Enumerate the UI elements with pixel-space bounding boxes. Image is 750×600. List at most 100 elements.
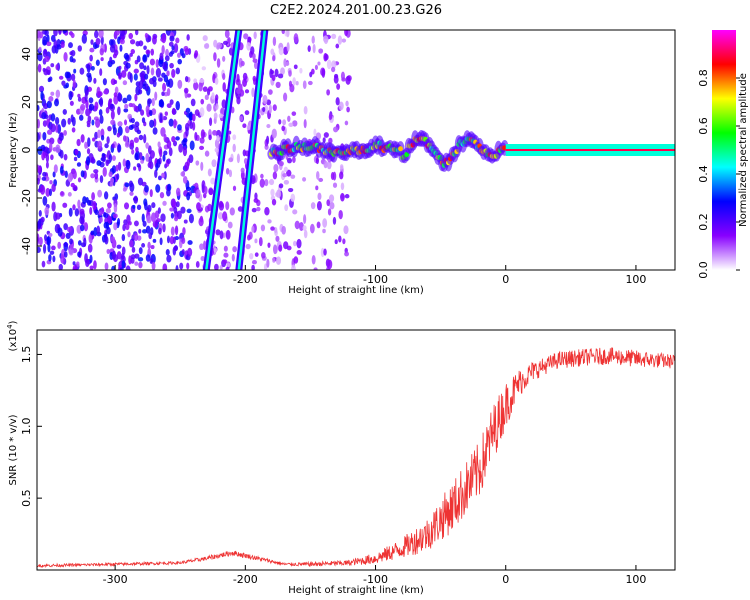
spectrogram-noise-speck xyxy=(318,48,324,54)
spectrogram-noise-speck xyxy=(307,45,311,52)
spectrogram-noise-speck xyxy=(126,94,132,102)
spectrogram-noise-speck xyxy=(79,208,85,215)
spectrogram-noise-speck xyxy=(67,117,71,125)
spectrogram-noise-speck xyxy=(175,201,180,208)
spectrogram-noise-speck xyxy=(251,264,255,270)
spectrogram-noise-speck xyxy=(49,180,53,185)
spectrogram-noise-speck xyxy=(162,82,167,92)
spectrogram-noise-speck xyxy=(161,91,165,97)
spectrogram-noise-speck xyxy=(52,171,56,178)
spectrogram-noise-speck xyxy=(121,252,125,260)
spectrogram-noise-speck xyxy=(344,251,349,257)
spectrogram-noise-speck xyxy=(309,223,315,234)
spectrogram-noise-speck xyxy=(263,263,268,270)
spectrogram-noise-speck xyxy=(163,133,167,143)
spectrogram-noise-speck xyxy=(158,227,162,235)
spectrogram-noise-speck xyxy=(184,47,190,56)
spectrogram-noise-speck xyxy=(42,195,48,206)
spectrogram-noise-speck xyxy=(283,166,288,172)
spectrogram-noise-speck xyxy=(212,130,218,136)
spectrogram-noise-speck xyxy=(108,171,113,178)
spectrogram-noise-speck xyxy=(213,52,217,62)
spectrogram-noise-speck xyxy=(117,106,121,116)
spectrogram-noise-speck xyxy=(109,56,113,63)
spectrogram-noise-speck xyxy=(107,125,112,132)
spectrogram-noise-speck xyxy=(173,206,178,214)
spectrogram-noise-speck xyxy=(102,166,107,177)
spectrogram-noise-speck xyxy=(283,179,290,185)
spectrogram-noise-speck xyxy=(227,37,231,44)
spectrogram-noise-speck xyxy=(121,70,127,78)
spectrogram-noise-speck xyxy=(214,138,220,149)
spectrogram-noise-speck xyxy=(147,241,151,249)
spectrogram-noise-speck xyxy=(281,30,285,35)
spectrogram-noise-speck xyxy=(166,140,172,149)
spectrogram-noise-speck xyxy=(163,171,167,180)
spectrogram-noise-speck xyxy=(194,109,200,116)
spectrogram-noise-speck xyxy=(296,238,302,249)
colorbar-ticks: 0.0 0.2 0.4 0.6 0.8 xyxy=(697,69,740,279)
spectrogram-noise-speck xyxy=(42,131,47,141)
spectrogram-noise-speck xyxy=(311,35,315,44)
y-tick-label: -40 xyxy=(20,237,33,255)
spectrogram-noise-speck xyxy=(72,261,76,266)
spectrogram-noise-speck xyxy=(252,58,258,63)
spectrogram-noise-speck xyxy=(103,191,109,200)
spectrogram-noise-speck xyxy=(142,220,147,227)
spectrogram-noise-speck xyxy=(115,30,120,36)
spectrogram-noise-speck xyxy=(166,254,172,263)
spectrogram-noise-speck xyxy=(232,134,237,141)
spectrogram-noise-speck xyxy=(81,33,87,44)
spectrogram-noise-speck xyxy=(158,57,164,68)
x-tick-label: -200 xyxy=(233,273,258,286)
spectrogram-noise-speck xyxy=(195,261,200,268)
spectrogram-heat-layer xyxy=(37,30,675,270)
spectrogram-noise-speck xyxy=(177,58,183,65)
spectrogram-noise-speck xyxy=(322,137,326,143)
spectrogram-noise-speck xyxy=(41,111,47,120)
spectrogram-noise-speck xyxy=(133,73,138,81)
spectrogram-noise-speck xyxy=(186,208,192,214)
spectrogram-noise-speck xyxy=(251,259,257,265)
spectrogram-noise-speck xyxy=(137,177,144,186)
spectrogram-noise-speck xyxy=(72,79,76,89)
spectrogram-noise-speck xyxy=(143,65,147,71)
spectrogram-noise-speck xyxy=(302,225,307,232)
spectrogram-noise-speck xyxy=(316,201,322,211)
spectrogram-noise-speck xyxy=(97,140,103,149)
spectrogram-noise-speck xyxy=(134,261,139,266)
spectrogram-noise-speck xyxy=(273,163,279,173)
spectrogram-noise-speck xyxy=(272,257,276,263)
spectrogram-noise-speck xyxy=(51,245,56,251)
colorbar-tick-label: 0.8 xyxy=(697,69,710,87)
snr-y-scale-label: (x104) xyxy=(6,320,19,351)
spectrogram-noise-speck xyxy=(182,227,186,236)
spectrogram-noise-speck xyxy=(161,72,166,78)
spectrogram-noise-speck xyxy=(268,104,272,114)
spectrogram-noise-speck xyxy=(188,154,194,164)
spectrogram-noise-speck xyxy=(58,30,62,35)
spectrogram-noise-speck xyxy=(302,177,307,182)
spectrogram-noise-speck xyxy=(202,86,208,92)
spectrogram-noise-speck xyxy=(270,48,275,55)
spectrogram-noise-speck xyxy=(177,124,182,131)
spectrogram-noise-speck xyxy=(181,249,185,255)
spectrogram-noise-speck xyxy=(237,206,243,212)
spectrogram-noise-speck xyxy=(68,42,73,49)
colorbar-tick-label: 0.0 xyxy=(697,261,710,279)
spectrogram-noise-speck xyxy=(41,260,46,268)
spectrogram-noise-speck xyxy=(169,207,174,212)
spectrogram-noise-speck xyxy=(141,213,145,223)
spectrogram-noise-speck xyxy=(183,219,188,224)
spectrogram-noise-speck xyxy=(275,81,281,89)
spectrogram-noise-speck xyxy=(147,162,152,168)
spectrogram-noise-speck xyxy=(133,137,139,143)
spectrogram-noise-speck xyxy=(50,113,56,122)
spectrogram-noise-speck xyxy=(157,77,163,82)
spectrogram-noise-speck xyxy=(251,225,255,233)
spectrogram-noise-speck xyxy=(222,82,226,92)
spectrogram-noise-speck xyxy=(62,30,68,34)
spectrogram-noise-speck xyxy=(293,64,298,70)
spectrogram-noise-speck xyxy=(50,34,56,42)
